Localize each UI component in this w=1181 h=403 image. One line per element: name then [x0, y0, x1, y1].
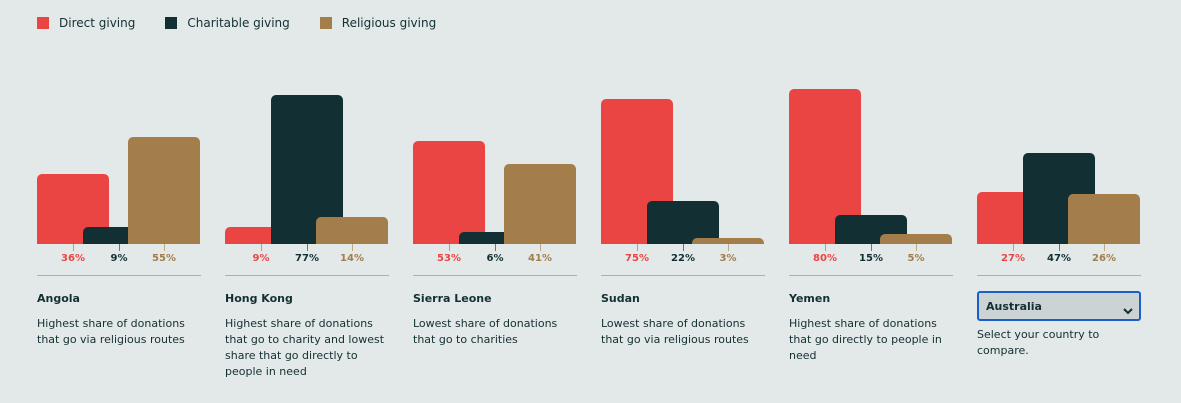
country-group: 9% 77% 14% Hong Kong Highest share of donati…: [225, 0, 389, 403]
bar-religious: [1068, 193, 1140, 244]
country-description: Lowest share of donations that go to cha…: [413, 317, 558, 346]
value-label-direct: 80%: [813, 253, 837, 264]
chevron-down-icon: [1123, 301, 1133, 315]
tick: [540, 244, 541, 251]
tick: [825, 244, 826, 251]
divider: [977, 275, 1141, 276]
country-description: Select your country to compare.: [977, 328, 1100, 357]
bar-direct: [413, 141, 485, 244]
country-group: 36% 9% 55% Angola Highest share of donations…: [37, 0, 201, 403]
bar-charitable: [647, 201, 719, 244]
tick: [916, 244, 917, 251]
divider: [225, 275, 389, 276]
bar-charitable: [459, 232, 531, 244]
tick: [871, 244, 872, 251]
value-label-direct: 75%: [625, 253, 649, 264]
value-label-religious: 5%: [907, 253, 925, 264]
value-label-direct: 27%: [1001, 253, 1025, 264]
bar-religious: [692, 238, 764, 244]
country-name: Hong Kong: [225, 292, 293, 305]
tick: [307, 244, 308, 251]
country-group: 75% 22% 3% Sudan Lowest share of donations t…: [601, 0, 765, 403]
value-label-charitable: 9%: [110, 253, 128, 264]
country-name: Yemen: [789, 292, 831, 305]
bar-religious: [504, 164, 576, 244]
value-label-religious: 3%: [719, 253, 737, 264]
value-label-charitable: 47%: [1047, 253, 1071, 264]
value-label-charitable: 77%: [295, 253, 319, 264]
tick: [261, 244, 262, 251]
bar-religious: [128, 137, 200, 244]
tick: [683, 244, 684, 251]
tick: [1104, 244, 1105, 251]
value-label-charitable: 22%: [671, 253, 695, 264]
value-label-direct: 9%: [252, 253, 270, 264]
country-group: 80% 15% 5% Yemen Highest share of donations …: [789, 0, 953, 403]
legend: Direct giving Charitable giving Religiou…: [37, 16, 466, 30]
tick: [637, 244, 638, 251]
country-group: 53% 6% 41% Sierra Leone Lowest share of dona…: [413, 0, 577, 403]
legend-swatch-direct: [37, 17, 49, 29]
legend-label: Religious giving: [341, 16, 437, 30]
legend-item: Religious giving: [319, 16, 437, 30]
tick: [728, 244, 729, 251]
bar-religious: [880, 234, 952, 244]
divider: [37, 275, 201, 276]
value-label-direct: 36%: [61, 253, 85, 264]
value-label-charitable: 15%: [859, 253, 883, 264]
country-description: Lowest share of donations that go via re…: [601, 317, 749, 346]
country-group: 27% 47% 26% Australia Select your country to…: [977, 0, 1141, 403]
country-description: Highest share of donations that go via r…: [37, 317, 185, 346]
country-select[interactable]: Australia: [977, 291, 1141, 321]
country-name: Sudan: [601, 292, 640, 305]
tick: [352, 244, 353, 251]
value-label-religious: 14%: [340, 253, 364, 264]
value-label-religious: 26%: [1092, 253, 1116, 264]
value-label-charitable: 6%: [486, 253, 504, 264]
country-select-value: Australia: [986, 299, 1042, 313]
divider: [601, 275, 765, 276]
legend-label: Charitable giving: [187, 16, 290, 30]
legend-swatch-charitable: [165, 17, 178, 29]
country-name: Sierra Leone: [413, 292, 492, 305]
tick: [449, 244, 450, 251]
divider: [413, 275, 577, 276]
value-label-religious: 41%: [528, 253, 552, 264]
value-label-religious: 55%: [152, 253, 176, 264]
divider: [789, 275, 953, 276]
tick: [73, 244, 74, 251]
legend-swatch-religious: [319, 17, 332, 29]
tick: [119, 244, 120, 251]
legend-item: Charitable giving: [165, 16, 290, 30]
tick: [164, 244, 165, 251]
tick: [1059, 244, 1060, 251]
tick: [1013, 244, 1014, 251]
tick: [495, 244, 496, 251]
legend-item: Direct giving: [37, 16, 135, 30]
country-name: Angola: [37, 292, 80, 305]
country-description: Highest share of donations that go to ch…: [225, 317, 385, 378]
legend-label: Direct giving: [59, 16, 136, 30]
value-label-direct: 53%: [437, 253, 461, 264]
country-description: Highest share of donations that go direc…: [789, 317, 942, 362]
bar-religious: [316, 216, 388, 244]
